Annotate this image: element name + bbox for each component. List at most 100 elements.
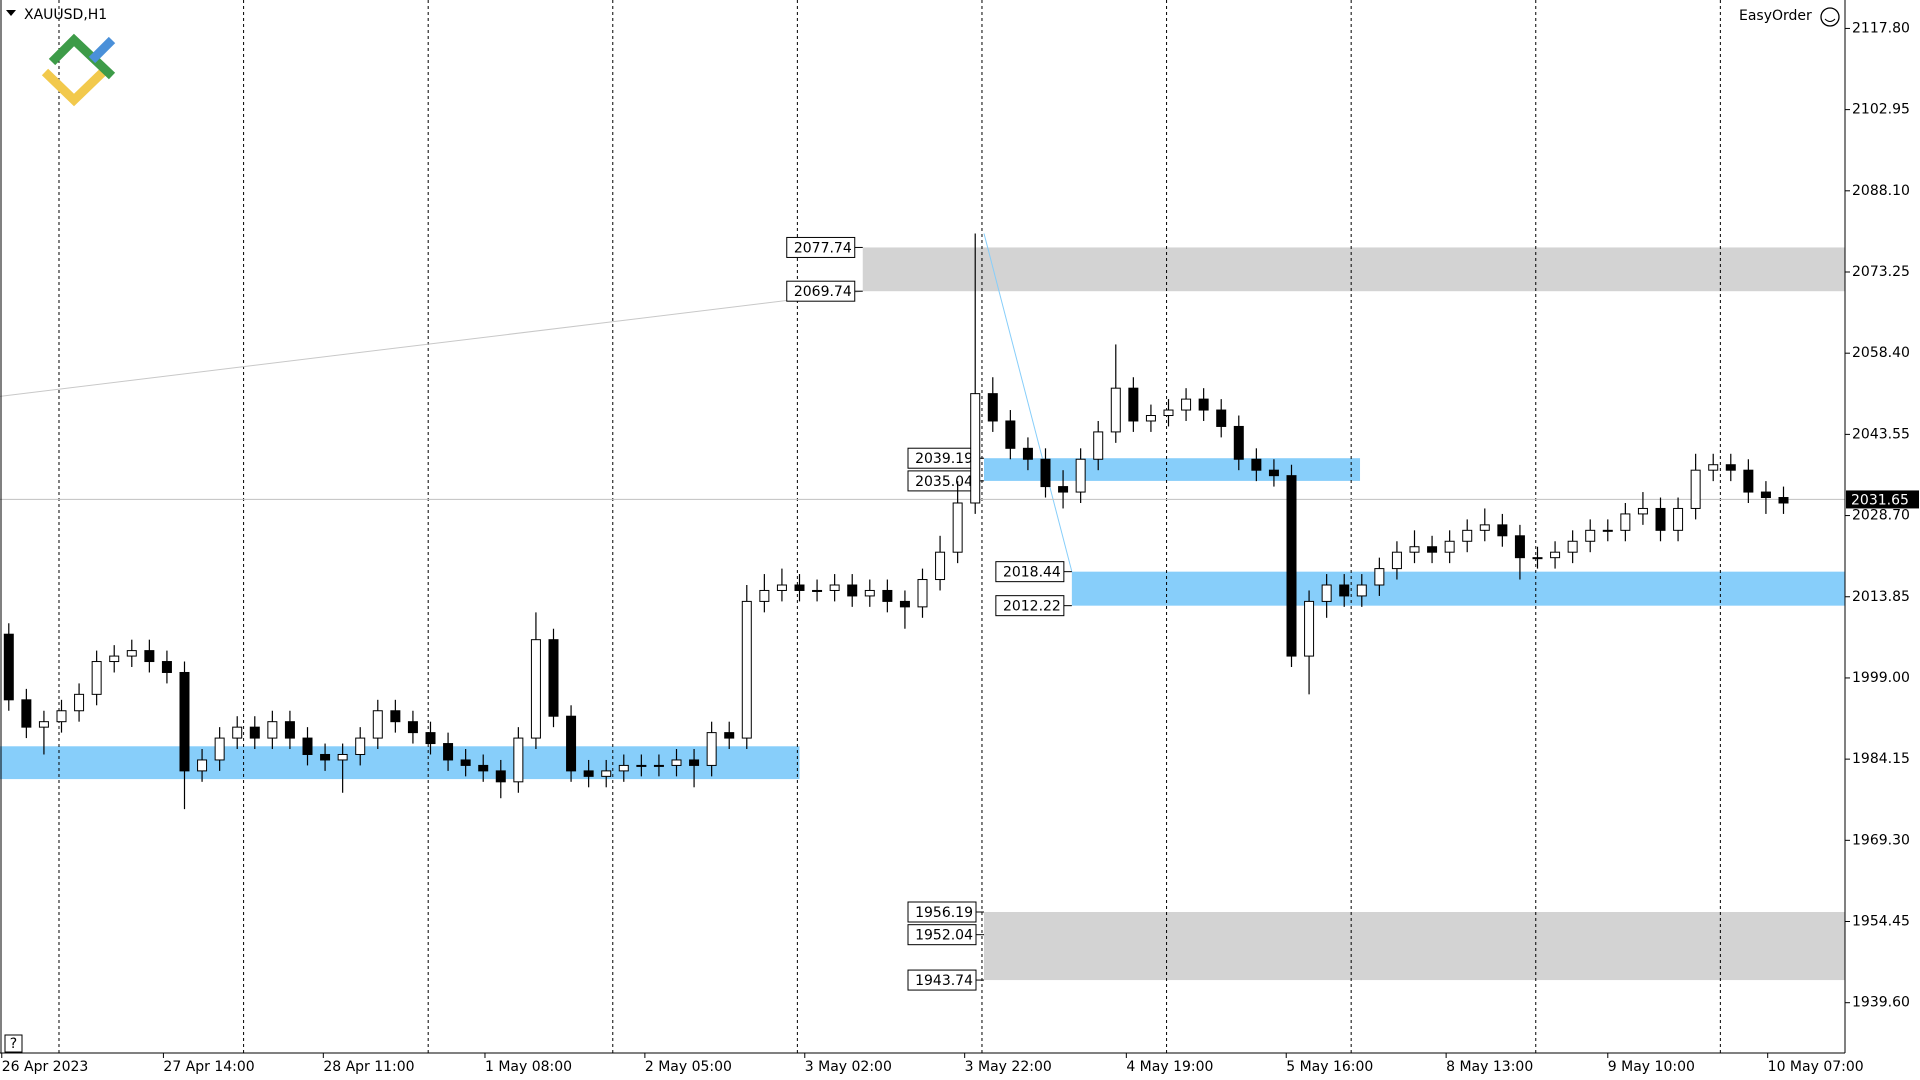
candle-body	[1339, 584, 1350, 597]
candle-body	[1655, 507, 1666, 531]
candle-body	[425, 732, 436, 745]
candle-body	[1743, 469, 1754, 493]
candle-body	[214, 737, 225, 761]
candle-body	[1075, 458, 1086, 493]
logo-green	[48, 33, 116, 80]
zone	[984, 911, 1845, 981]
candle-body	[987, 393, 998, 422]
candle-body	[882, 589, 893, 602]
help-box[interactable]	[4, 1034, 23, 1053]
candle-body	[829, 584, 840, 591]
zone	[984, 458, 1361, 481]
x-tick-label: 4 May 19:00	[1126, 1059, 1213, 1075]
y-tick-label: 1984.15	[1852, 751, 1910, 767]
candle-body	[952, 502, 963, 553]
candle-body	[390, 710, 401, 723]
trendline	[0, 290, 863, 397]
candle-body	[249, 726, 260, 739]
candle-body	[21, 699, 32, 728]
candle-body	[1532, 557, 1543, 560]
level-label: 1952.04	[915, 928, 973, 944]
candle-body	[1356, 584, 1367, 597]
candle-body	[566, 715, 577, 772]
level-label: 1943.74	[915, 973, 973, 989]
panel-label[interactable]: EasyOrder	[1739, 8, 1812, 24]
y-tick-label: 2058.40	[1852, 345, 1910, 361]
candle-body	[601, 770, 612, 777]
x-tick-label: 28 Apr 11:00	[323, 1059, 414, 1075]
grid	[0, 0, 1845, 1053]
candle-body	[1374, 568, 1385, 586]
candle-body	[56, 710, 67, 723]
smiley-icon	[1820, 7, 1840, 27]
candle-body	[144, 650, 155, 663]
candle-body	[917, 579, 928, 608]
candle-body	[126, 650, 137, 657]
candle-body	[1093, 431, 1104, 460]
candle-body	[320, 753, 331, 761]
candle-body	[741, 600, 752, 739]
candle-body	[1268, 469, 1279, 477]
current-price-label: 2031.65	[1851, 492, 1909, 508]
candle-body	[530, 639, 541, 739]
candle-body	[794, 584, 805, 591]
candle-body	[1778, 497, 1789, 504]
candle-body	[935, 551, 946, 581]
candle-body	[38, 721, 49, 728]
candle-body	[1251, 458, 1262, 471]
candle-body	[1567, 540, 1578, 553]
candle-body	[513, 737, 524, 783]
candle-body	[1181, 398, 1192, 411]
help-label[interactable]: ?	[10, 1036, 17, 1052]
current-price-tag	[1846, 490, 1919, 509]
candle-body	[1585, 529, 1596, 542]
candle-body	[1690, 469, 1701, 509]
y-tick-label: 2028.70	[1852, 508, 1910, 524]
candle-body	[443, 743, 454, 761]
candle-body	[1216, 409, 1227, 427]
candle-body	[1163, 409, 1174, 417]
y-tick-label: 1939.60	[1852, 995, 1910, 1011]
y-tick-label: 2088.10	[1852, 183, 1910, 199]
level-label: 2039.19	[915, 451, 973, 467]
candle-body	[864, 589, 875, 597]
x-tick-label: 3 May 02:00	[805, 1059, 892, 1075]
candle-body	[812, 589, 823, 592]
candle-body	[179, 671, 190, 772]
candle-body	[232, 726, 243, 739]
candle-body	[1198, 398, 1209, 411]
y-tick-label: 2043.55	[1852, 426, 1910, 442]
logo-blue	[88, 36, 116, 64]
candle-body	[1128, 387, 1139, 422]
candle-body	[706, 732, 717, 766]
x-tick-label: 1 May 08:00	[485, 1059, 572, 1075]
y-tick-label: 1954.45	[1852, 914, 1910, 930]
candle-body	[583, 770, 594, 777]
candle-body	[1620, 513, 1631, 531]
candle-body	[689, 759, 700, 766]
candle-body	[1110, 387, 1121, 433]
candle-body	[1725, 464, 1736, 471]
x-tick-label: 8 May 13:00	[1446, 1059, 1533, 1075]
candle-body	[1637, 507, 1648, 515]
symbol-menu-arrow[interactable]	[6, 10, 16, 16]
candle-body	[495, 770, 506, 783]
x-tick-label: 27 Apr 14:00	[163, 1059, 254, 1075]
x-tick-label: 2 May 05:00	[645, 1059, 732, 1075]
candle-body	[776, 584, 787, 591]
candle-body	[197, 759, 208, 772]
chart-title: XAUUSD,H1	[24, 7, 107, 23]
trendline	[983, 233, 1073, 572]
candle-body	[1550, 551, 1561, 559]
candle-body	[1058, 486, 1069, 493]
smiley-mouth	[1824, 18, 1836, 22]
x-tick-label: 3 May 22:00	[965, 1059, 1052, 1075]
zone	[862, 247, 1845, 292]
candle-body	[899, 600, 910, 608]
candle-body	[1304, 600, 1315, 657]
candle-body	[1233, 425, 1244, 460]
candle-body	[618, 764, 629, 772]
candle-body	[1286, 475, 1297, 657]
candle-body	[267, 721, 278, 739]
